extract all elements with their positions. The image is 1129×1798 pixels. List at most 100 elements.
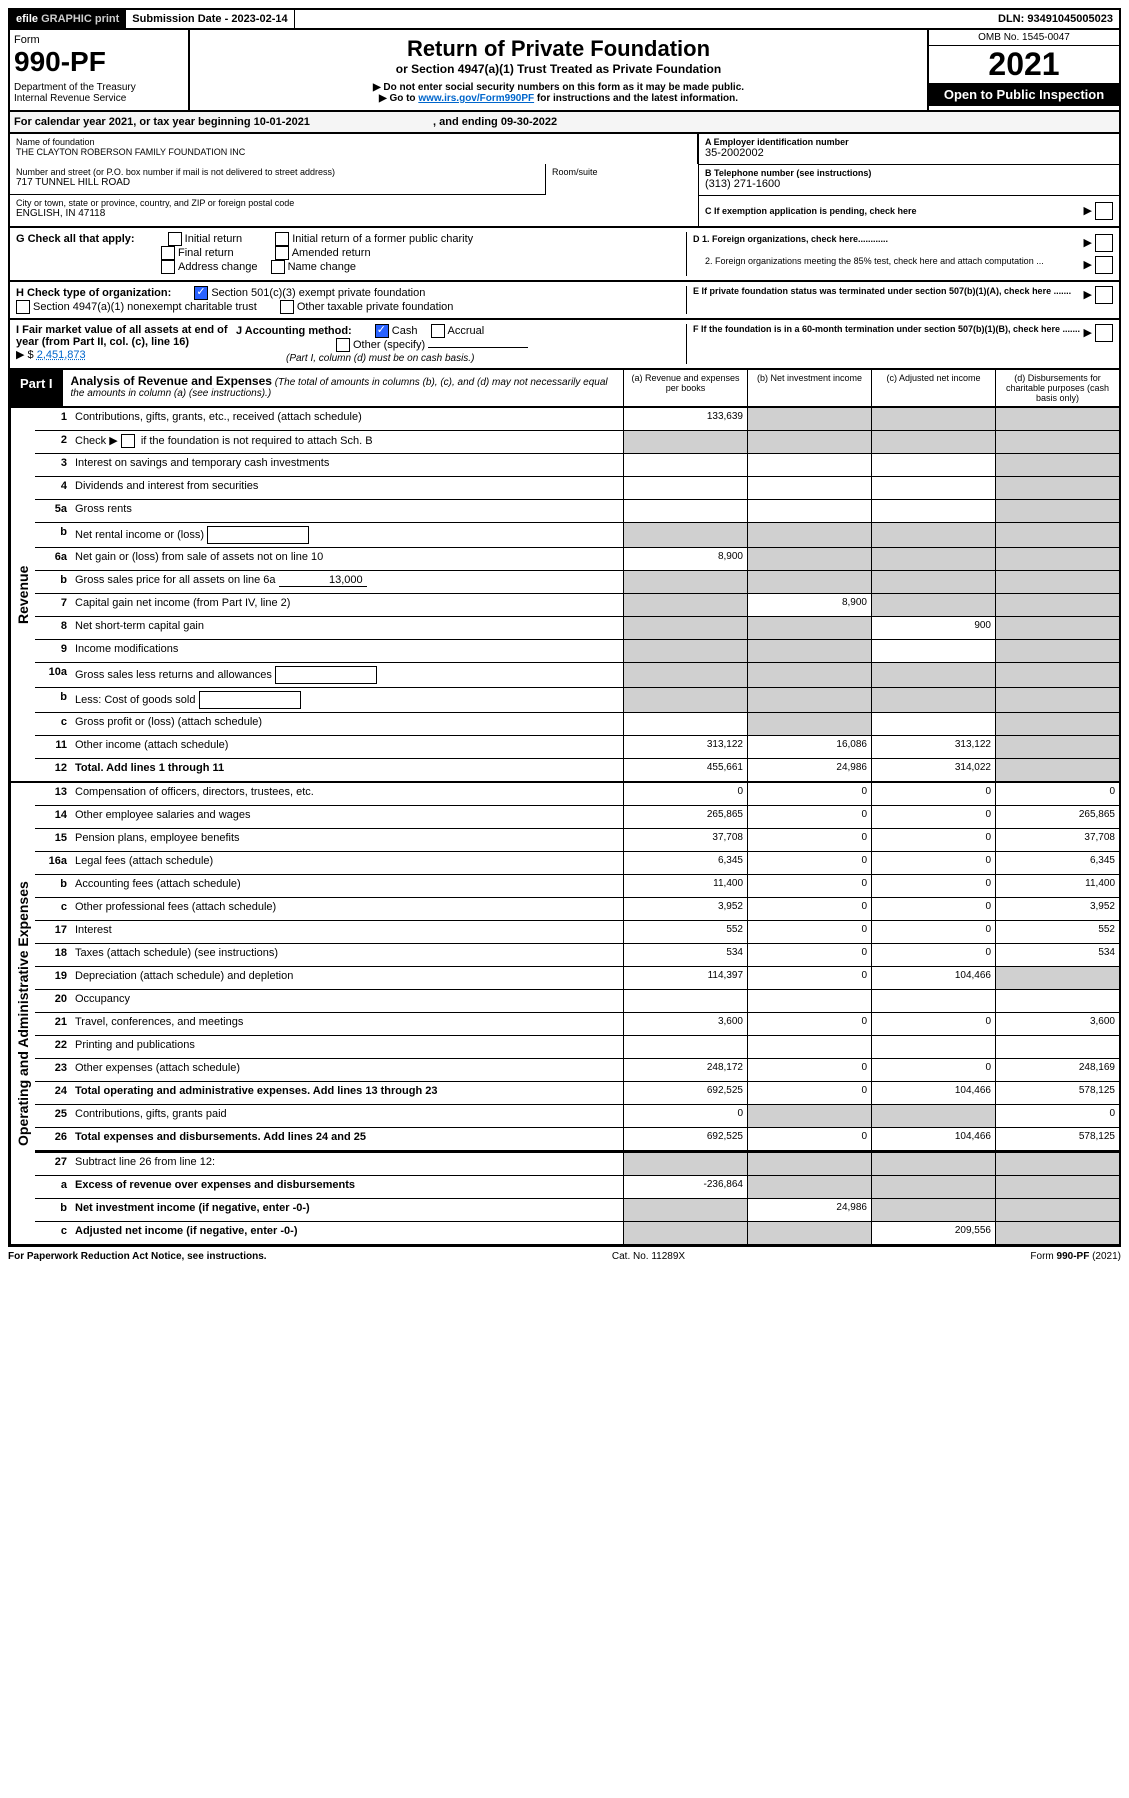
fair-market-value: 2,451,873 — [37, 349, 86, 361]
paperwork-notice: For Paperwork Reduction Act Notice, see … — [8, 1251, 267, 1262]
foundation-name-label: Name of foundation — [16, 137, 691, 147]
table-row: 16aLegal fees (attach schedule)6,345006,… — [35, 852, 1119, 875]
initial-former-checkbox[interactable] — [275, 232, 289, 246]
d1-checkbox[interactable] — [1095, 234, 1113, 252]
f-label: F If the foundation is in a 60-month ter… — [693, 324, 1080, 342]
efile-badge: efile GRAPHIC print — [10, 10, 126, 28]
revenue-table: Revenue 1Contributions, gifts, grants, e… — [8, 408, 1121, 783]
table-row: aExcess of revenue over expenses and dis… — [35, 1176, 1119, 1199]
table-row: 5aGross rents — [35, 500, 1119, 523]
form-label: Form — [14, 34, 184, 46]
top-bar: efile GRAPHIC print Submission Date - 20… — [8, 8, 1121, 30]
table-row: 7Capital gain net income (from Part IV, … — [35, 594, 1119, 617]
final-return-checkbox[interactable] — [161, 246, 175, 260]
table-row: 17Interest55200552 — [35, 921, 1119, 944]
form-title: Return of Private Foundation — [196, 36, 921, 62]
section-h-e: H Check type of organization: Section 50… — [8, 282, 1121, 320]
form990pf-link[interactable]: www.irs.gov/Form990PF — [418, 93, 534, 104]
revenue-side-label: Revenue — [10, 408, 35, 781]
cash-checkbox[interactable] — [375, 324, 389, 338]
form-header: Form 990-PF Department of the Treasury I… — [8, 30, 1121, 112]
open-to-public: Open to Public Inspection — [929, 83, 1119, 106]
table-row: 27Subtract line 26 from line 12: — [35, 1151, 1119, 1176]
irs-label: Internal Revenue Service — [14, 93, 184, 104]
section-i-j-f: I Fair market value of all assets at end… — [8, 320, 1121, 370]
part1-label: Part I — [10, 370, 63, 406]
col-d-header: (d) Disbursements for charitable purpose… — [995, 370, 1119, 406]
table-row: 19Depreciation (attach schedule) and dep… — [35, 967, 1119, 990]
501c3-checkbox[interactable] — [194, 286, 208, 300]
g-label: G Check all that apply: — [16, 233, 135, 245]
submission-date: Submission Date - 2023-02-14 — [126, 10, 294, 28]
tax-year: 2021 — [929, 46, 1119, 83]
e-checkbox[interactable] — [1095, 286, 1113, 304]
table-row: 25Contributions, gifts, grants paid00 — [35, 1105, 1119, 1128]
foundation-name: THE CLAYTON ROBERSON FAMILY FOUNDATION I… — [16, 147, 691, 157]
phone-label: B Telephone number (see instructions) — [705, 168, 1113, 178]
i-arrow: ▶ $ — [16, 349, 34, 361]
page-footer: For Paperwork Reduction Act Notice, see … — [8, 1246, 1121, 1266]
amended-return-checkbox[interactable] — [275, 246, 289, 260]
d2-checkbox[interactable] — [1095, 256, 1113, 274]
table-row: 9Income modifications — [35, 640, 1119, 663]
ein-label: A Employer identification number — [705, 137, 1113, 147]
table-row: 4Dividends and interest from securities — [35, 477, 1119, 500]
name-change-checkbox[interactable] — [271, 260, 285, 274]
table-row: 3Interest on savings and temporary cash … — [35, 454, 1119, 477]
table-row: cOther professional fees (attach schedul… — [35, 898, 1119, 921]
address-change-checkbox[interactable] — [161, 260, 175, 274]
table-row: 8Net short-term capital gain900 — [35, 617, 1119, 640]
col-a-header: (a) Revenue and expenses per books — [623, 370, 747, 406]
i-label: I Fair market value of all assets at end… — [16, 324, 228, 348]
initial-return-checkbox[interactable] — [168, 232, 182, 246]
phone-value: (313) 271-1600 — [705, 178, 1113, 190]
goto-note: ▶ Go to www.irs.gov/Form990PF for instru… — [196, 93, 921, 104]
address: 717 TUNNEL HILL ROAD — [16, 177, 539, 188]
table-row: bLess: Cost of goods sold — [35, 688, 1119, 713]
4947-checkbox[interactable] — [16, 300, 30, 314]
accrual-checkbox[interactable] — [431, 324, 445, 338]
address-label: Number and street (or P.O. box number if… — [16, 167, 539, 177]
table-row: bGross sales price for all assets on lin… — [35, 571, 1119, 594]
room-suite-label: Room/suite — [546, 164, 698, 195]
f-checkbox[interactable] — [1095, 324, 1113, 342]
col-c-header: (c) Adjusted net income — [871, 370, 995, 406]
table-row: 1Contributions, gifts, grants, etc., rec… — [35, 408, 1119, 431]
h-label: H Check type of organization: — [16, 287, 171, 299]
other-method-checkbox[interactable] — [336, 338, 350, 352]
expenses-table: Operating and Administrative Expenses 13… — [8, 783, 1121, 1246]
table-row: 21Travel, conferences, and meetings3,600… — [35, 1013, 1119, 1036]
form-subtitle: or Section 4947(a)(1) Trust Treated as P… — [196, 62, 921, 76]
table-row: 14Other employee salaries and wages265,8… — [35, 806, 1119, 829]
section-g-d: G Check all that apply: Initial return I… — [8, 228, 1121, 282]
dln: DLN: 93491045005023 — [992, 10, 1119, 28]
catalog-number: Cat. No. 11289X — [612, 1251, 685, 1262]
table-row: cGross profit or (loss) (attach schedule… — [35, 713, 1119, 736]
exemption-checkbox[interactable] — [1095, 202, 1113, 220]
calendar-year-row: For calendar year 2021, or tax year begi… — [8, 112, 1121, 134]
col-b-header: (b) Net investment income — [747, 370, 871, 406]
entity-info: Name of foundation THE CLAYTON ROBERSON … — [8, 134, 1121, 228]
part1-title: Analysis of Revenue and Expenses — [71, 374, 272, 388]
table-row: 12Total. Add lines 1 through 11455,66124… — [35, 759, 1119, 781]
table-row: 15Pension plans, employee benefits37,708… — [35, 829, 1119, 852]
city-label: City or town, state or province, country… — [16, 198, 692, 208]
table-row: cAdjusted net income (if negative, enter… — [35, 1222, 1119, 1244]
table-row: bNet rental income or (loss) — [35, 523, 1119, 548]
table-row: 18Taxes (attach schedule) (see instructi… — [35, 944, 1119, 967]
table-row: 24Total operating and administrative exp… — [35, 1082, 1119, 1105]
ein-value: 35-2002002 — [705, 147, 1113, 159]
dept-treasury: Department of the Treasury — [14, 82, 184, 93]
d1-label: D 1. Foreign organizations, check here..… — [693, 234, 888, 252]
table-row: 6aNet gain or (loss) from sale of assets… — [35, 548, 1119, 571]
form-number: 990-PF — [14, 46, 184, 78]
table-row: 13Compensation of officers, directors, t… — [35, 783, 1119, 806]
part1-header: Part I Analysis of Revenue and Expenses … — [8, 370, 1121, 408]
other-taxable-checkbox[interactable] — [280, 300, 294, 314]
omb-number: OMB No. 1545-0047 — [929, 30, 1119, 46]
sch-b-checkbox[interactable] — [121, 434, 135, 448]
table-row: 26Total expenses and disbursements. Add … — [35, 1128, 1119, 1151]
table-row: bNet investment income (if negative, ent… — [35, 1199, 1119, 1222]
table-row: 2Check ▶ if the foundation is not requir… — [35, 431, 1119, 454]
table-row: 10aGross sales less returns and allowanc… — [35, 663, 1119, 688]
